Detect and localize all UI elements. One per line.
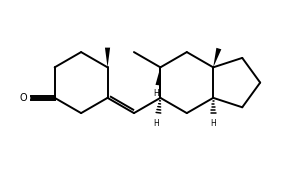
Text: H: H <box>153 89 159 98</box>
Polygon shape <box>155 67 160 85</box>
Polygon shape <box>105 48 110 67</box>
Text: H: H <box>153 119 159 128</box>
Text: O: O <box>20 93 27 103</box>
Polygon shape <box>213 48 221 67</box>
Text: H: H <box>210 119 216 128</box>
